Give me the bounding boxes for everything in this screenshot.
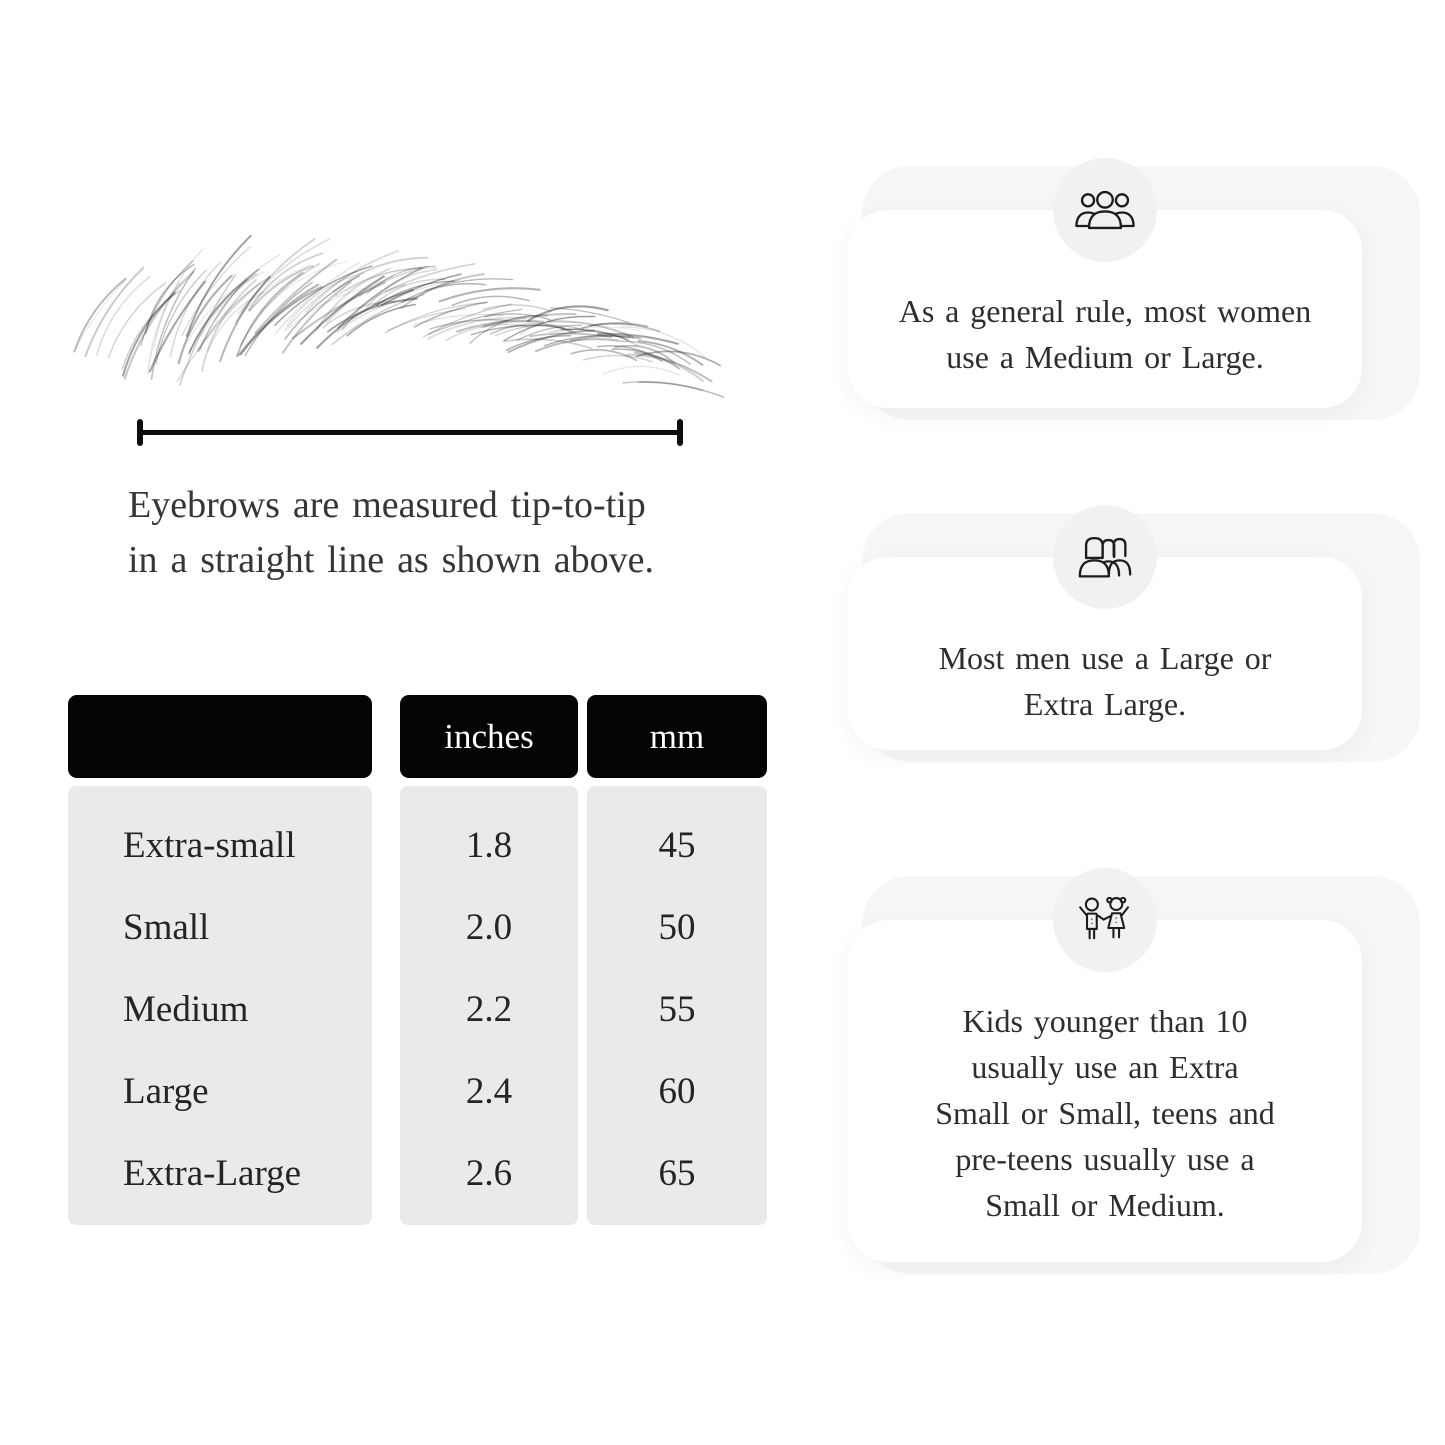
mm-cell: 50: [658, 906, 696, 948]
mm-cell: 55: [658, 988, 696, 1030]
measurement-line-bar: [139, 430, 681, 435]
measurement-line: [137, 419, 683, 446]
measurement-caption: Eyebrows are measured tip-to-tip in a st…: [128, 484, 655, 581]
children-icon: [1053, 868, 1157, 972]
card-surface: [848, 920, 1362, 1262]
eyebrow-hairs-drawing: [73, 234, 725, 398]
info-card-men: Most men use a Large or Extra Large.: [848, 505, 1420, 762]
card-text-women: As a general rule, most women use a Medi…: [898, 293, 1312, 375]
measurement-line-right-cap: [677, 419, 683, 446]
inches-cell: 2.2: [465, 988, 513, 1030]
table-header-size: [68, 695, 372, 778]
inches-cell: 2.4: [465, 1070, 513, 1112]
inches-cell: 2.0: [465, 906, 513, 948]
men-group-icon: [1053, 505, 1157, 609]
inches-cell: 2.6: [465, 1152, 513, 1194]
card-text-men: Most men use a Large or Extra Large.: [938, 640, 1272, 722]
mm-cell: 45: [658, 824, 696, 866]
size-label-cell: Extra-Large: [123, 1152, 302, 1194]
size-label-cell: Large: [123, 1070, 209, 1112]
size-table: inches mm Extra-small Small Medium Large…: [68, 695, 767, 1225]
table-header-inches: inches: [400, 695, 578, 778]
inches-cell: 1.8: [465, 824, 513, 866]
size-label-cell: Medium: [123, 988, 249, 1030]
mm-cell: 65: [658, 1152, 696, 1194]
size-label-cell: Extra-small: [123, 824, 296, 866]
size-label-cell: Small: [123, 906, 210, 948]
info-card-women: As a general rule, most women use a Medi…: [848, 158, 1420, 420]
table-column-sizes: Extra-small Small Medium Large Extra-Lar…: [68, 786, 372, 1225]
table-header-mm: mm: [587, 695, 767, 778]
women-group-icon: [1053, 158, 1157, 262]
eyebrow-illustration: [73, 234, 725, 407]
info-card-kids: Kids younger than 10 usually use an Extr…: [848, 868, 1420, 1274]
mm-cell: 60: [658, 1070, 696, 1112]
card-text-kids: Kids younger than 10 usually use an Extr…: [935, 1003, 1275, 1223]
table-column-inches: 1.8 2.0 2.2 2.4 2.6: [400, 786, 578, 1225]
table-column-mm: 45 50 55 60 65: [587, 786, 767, 1225]
